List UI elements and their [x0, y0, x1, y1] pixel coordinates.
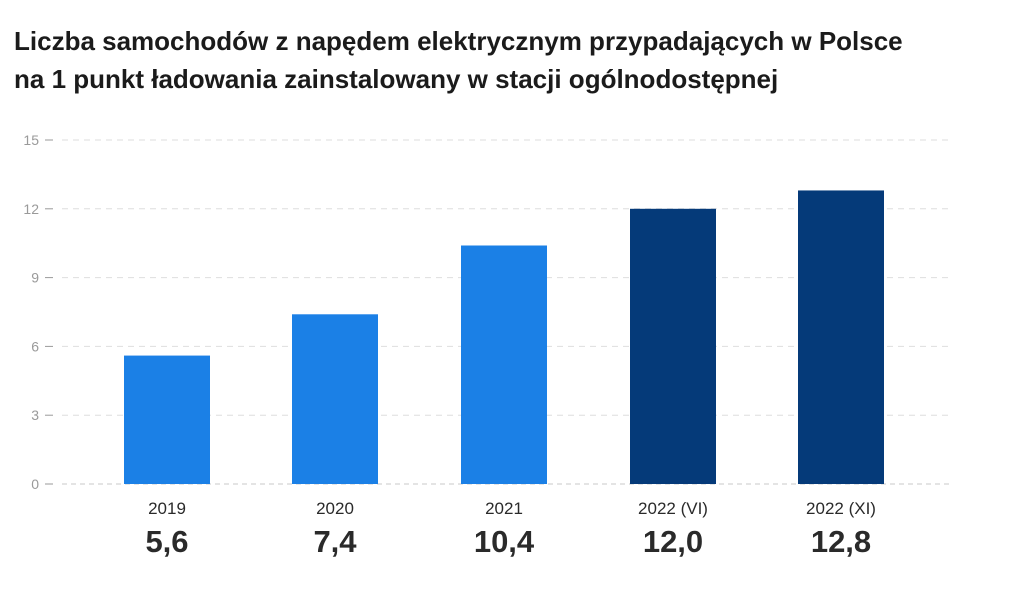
value-label: 12,0 [643, 524, 703, 559]
category-label: 2020 [316, 499, 354, 518]
bar-2022-vi [630, 208, 716, 485]
chart-title-line-1: Liczba samochodów z napędem elektrycznym… [14, 26, 903, 56]
bar-2020 [292, 314, 378, 484]
value-label: 12,8 [811, 524, 871, 559]
y-axis-ticks: 0 3 6 9 12 15 [23, 132, 53, 492]
category-label: 2022 (XI) [806, 499, 876, 518]
chart-title: Liczba samochodów z napędem elektrycznym… [14, 22, 1004, 98]
category-label: 2022 (VI) [638, 499, 708, 518]
y-tick-label: 0 [31, 476, 39, 492]
bar-2022-xi [798, 190, 884, 484]
category-labels: 2019 5,6 2020 7,4 2021 10,4 2022 (VI) 12,0 2022 … [145, 499, 876, 559]
y-tick-label: 3 [31, 407, 39, 423]
y-tick-label: 12 [23, 201, 39, 217]
bars [124, 190, 884, 485]
bar-2021 [461, 245, 547, 484]
y-tick-label: 15 [23, 132, 39, 148]
chart-title-line-2: na 1 punkt ładowania zainstalowany w sta… [14, 64, 779, 94]
value-label: 10,4 [474, 524, 535, 559]
value-label: 7,4 [313, 524, 357, 559]
y-tick-label: 9 [31, 270, 39, 286]
bar-2019 [124, 355, 210, 484]
value-label: 5,6 [145, 524, 188, 559]
category-label: 2019 [148, 499, 186, 518]
y-tick-label: 6 [31, 338, 39, 354]
category-label: 2021 [485, 499, 523, 518]
